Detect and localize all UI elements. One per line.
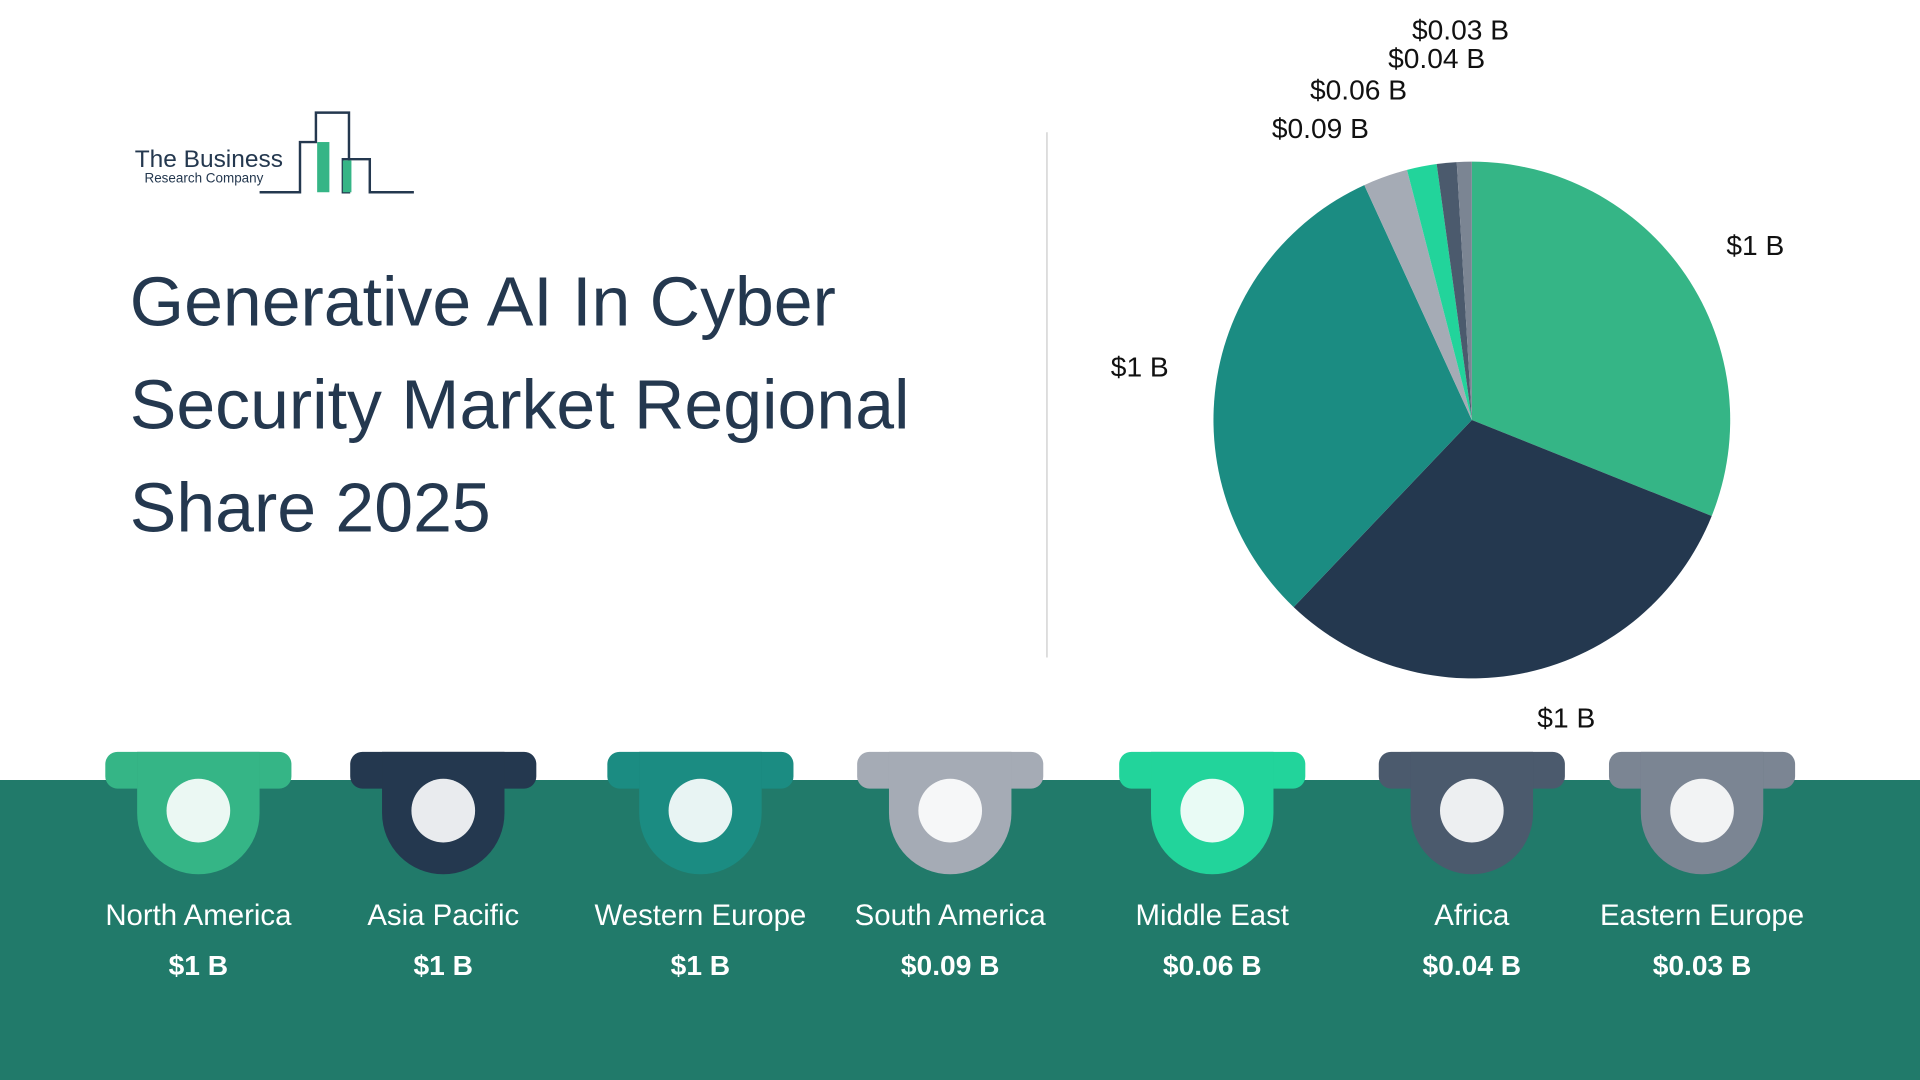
legend-value: $1 B [169,950,228,981]
legend-value: $0.09 B [901,950,1000,981]
slice-label: $0.06 B [1310,74,1407,105]
legend-value: $0.03 B [1653,950,1752,981]
legend-label: South America [855,899,1047,932]
slice-label: $1 B [1537,703,1595,734]
region-icon [1180,778,1245,843]
pie-slice [1436,162,1472,421]
logo-outline [259,111,414,194]
slice-label: $0.03 B [1412,14,1509,45]
legend-value: $1 B [671,950,730,981]
region-cards: North America $1 B Asia Pacific $1 B Western… [105,751,1804,981]
legend-label: Africa [1434,899,1510,932]
legend-label: Eastern Europe [1600,899,1804,932]
logo [259,111,414,194]
chart-title: Generative AI In Cyber Security Market R… [129,263,910,548]
region-icon [411,778,476,843]
slice-label: $0.04 B [1388,43,1485,74]
logo-subname: Research Company [144,170,263,185]
pie-slice [1364,169,1472,420]
region-icon [166,778,231,843]
slice-label: $1 B [1111,352,1169,383]
region-icon [918,778,983,843]
logo-name: The Business [135,146,283,173]
legend-label: Middle East [1136,899,1289,932]
pie-slice [1471,161,1731,516]
legend-value: $0.04 B [1423,950,1522,981]
region-icon [1440,778,1504,843]
logo-bar [317,142,330,193]
slice-label: $1 B [1726,230,1784,261]
legend-label: Asia Pacific [367,899,519,932]
legend-value: $0.06 B [1163,950,1262,981]
logo-bar [342,160,352,193]
pie-slice [1456,161,1472,420]
region-icon [1670,778,1734,843]
legend-label: North America [105,899,292,932]
region-icon [668,778,733,843]
title-box: Generative AI In Cyber Security Market R… [129,263,910,548]
pie-slice [1293,420,1712,679]
slice-label: $0.09 B [1272,113,1369,144]
legend-label: Western Europe [595,899,807,932]
legend-value: $1 B [414,950,473,981]
pie: $1 B $1 B $1 B $0.09 B $0.06 B$0.04 B$0.03 B [1111,14,1784,733]
pie-slice [1213,185,1472,608]
pie-slice [1406,164,1472,420]
